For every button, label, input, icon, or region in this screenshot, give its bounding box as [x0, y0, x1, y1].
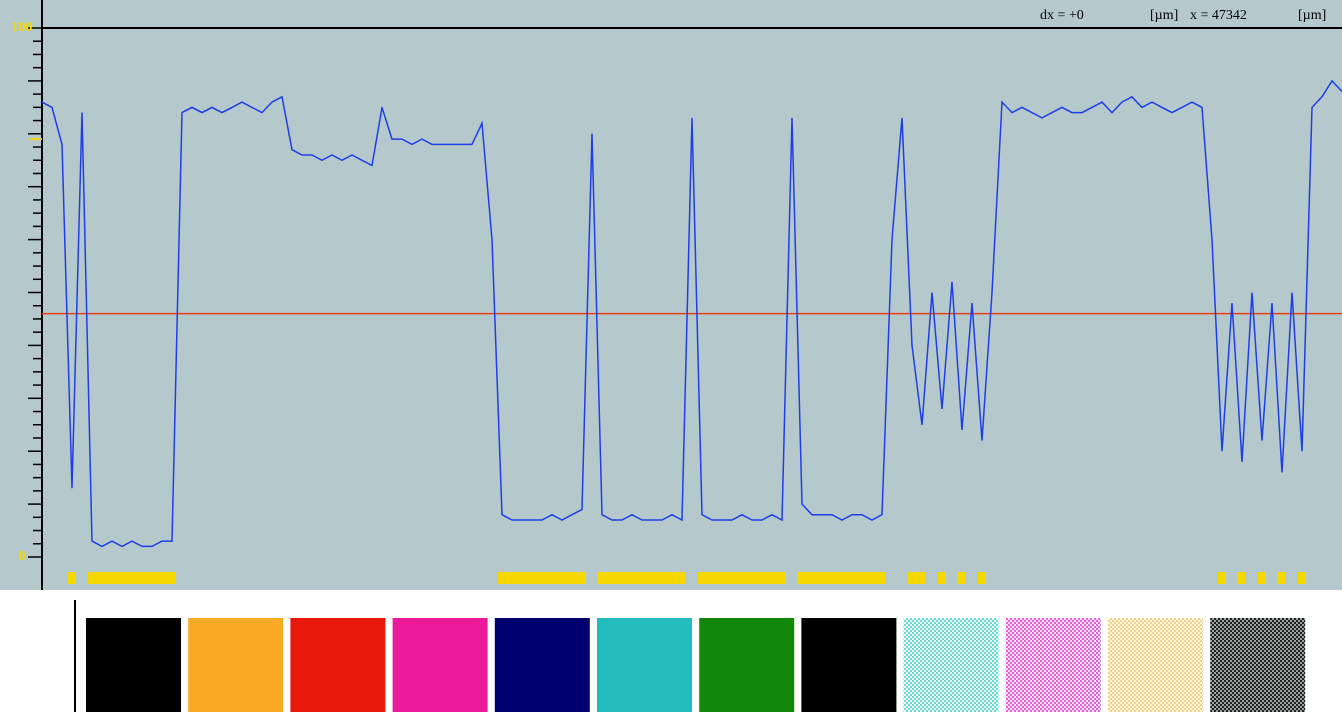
x-label: x = 47342	[1190, 8, 1247, 23]
segment-bar	[1258, 572, 1266, 584]
dx-unit: [µm]	[1150, 8, 1178, 23]
segment-bar	[68, 572, 76, 584]
segment-bar	[908, 572, 926, 584]
segment-bar	[698, 572, 786, 584]
segment-bar	[1238, 572, 1246, 584]
color-swatch	[494, 618, 590, 712]
color-swatch	[392, 618, 488, 712]
segment-bar	[498, 572, 586, 584]
y-tick-label: 0	[19, 549, 26, 564]
plot-background	[0, 0, 1342, 590]
color-swatch	[1210, 618, 1306, 712]
segment-bar	[1278, 572, 1286, 584]
segment-bar	[938, 572, 946, 584]
x-unit: [µm]	[1298, 8, 1326, 23]
segment-bar	[1298, 572, 1306, 584]
segment-bar	[978, 572, 986, 584]
color-swatch	[1005, 618, 1101, 712]
segment-bar	[598, 572, 686, 584]
color-swatch	[699, 618, 795, 712]
y-tick-label: 100	[12, 20, 33, 35]
segment-bar	[88, 572, 176, 584]
color-swatch	[86, 618, 181, 712]
dx-label: dx = +0	[1040, 8, 1084, 23]
trace	[41, 79, 1342, 548]
segment-bar	[798, 572, 886, 584]
color-swatch	[188, 618, 284, 712]
segment-bar	[1218, 572, 1226, 584]
color-swatch	[903, 618, 999, 712]
color-swatch	[597, 618, 692, 712]
segment-bar	[958, 572, 966, 584]
color-swatch	[801, 618, 897, 712]
color-swatch	[290, 618, 386, 712]
color-swatch	[1108, 618, 1203, 712]
